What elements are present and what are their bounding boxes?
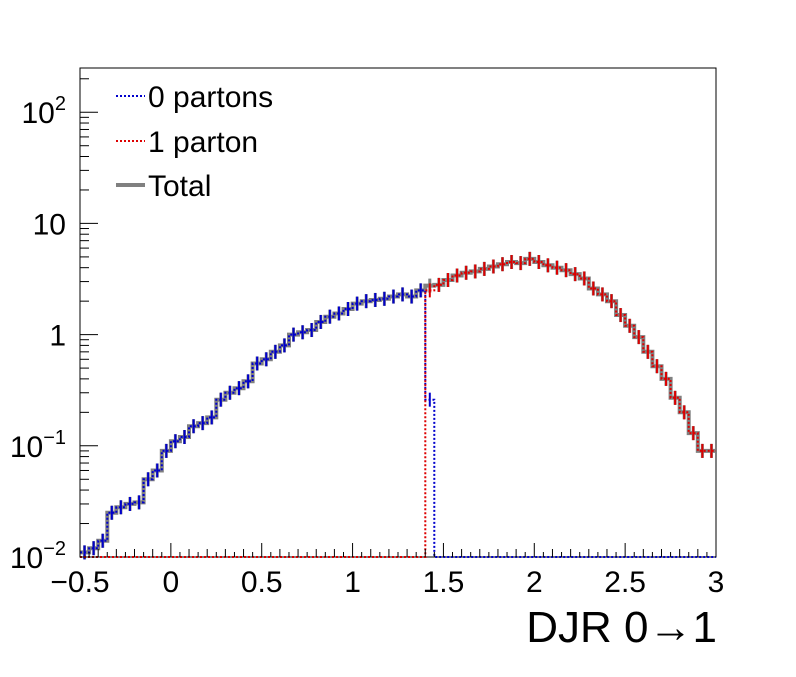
y-tick-label: 1 <box>49 320 66 353</box>
y-tick-label: 10 <box>33 208 66 241</box>
x-tick-label: 2.5 <box>604 566 646 599</box>
legend-entry-0-partons: 0 partons <box>116 81 273 114</box>
series-total-line <box>80 256 716 555</box>
legend-label: Total <box>148 170 211 203</box>
x-tick-label: 1.5 <box>423 566 465 599</box>
x-tick-label: 1 <box>344 566 361 599</box>
y-tick-label: 10−2 <box>10 538 66 575</box>
x-tick-label: 3 <box>708 566 725 599</box>
legend-label: 1 parton <box>148 126 258 159</box>
y-tick-label: 10−1 <box>10 427 66 464</box>
legend-entry-total: Total <box>116 170 211 203</box>
x-tick-label: 0 <box>163 566 180 599</box>
legend-entry-1-parton: 1 parton <box>116 126 258 159</box>
legend-label: 0 partons <box>148 81 273 114</box>
x-tick-label: −0.5 <box>50 566 109 599</box>
x-axis-title: DJR 0→1 <box>526 603 717 652</box>
series-1-parton-line <box>80 257 716 558</box>
series-0-partons-line <box>80 289 716 558</box>
x-tick-label: 0.5 <box>241 566 283 599</box>
x-tick-label: 2 <box>526 566 543 599</box>
y-tick-label: 102 <box>22 93 67 130</box>
